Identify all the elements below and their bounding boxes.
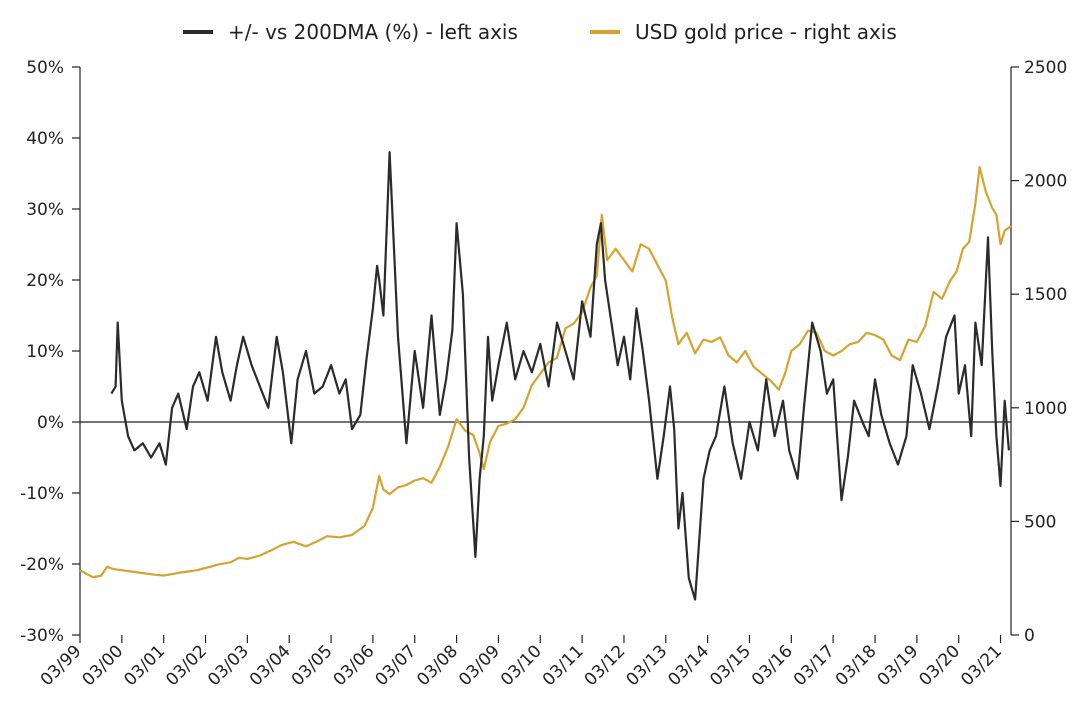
left-tick-label: 10% [26, 342, 64, 362]
x-tick-label: 03/13 [623, 641, 672, 690]
x-tick-label: 03/10 [497, 641, 546, 690]
legend-label-gold: USD gold price - right axis [635, 20, 897, 44]
right-tick-label: 1500 [1024, 285, 1067, 305]
series-line-200dma [110, 151, 1010, 601]
left-tick-label: 20% [26, 271, 64, 291]
x-tick-label: 03/14 [664, 641, 713, 690]
right-axis-ticks: 0 500 1000 1500 2000 2500 [1011, 58, 1067, 646]
legend-label-dma: +/- vs 200DMA (%) - left axis [228, 20, 518, 44]
left-tick-label: 40% [26, 129, 64, 149]
x-tick-label: 03/00 [79, 641, 128, 690]
x-tick-label: 03/02 [162, 641, 211, 690]
x-tick-label: 03/01 [120, 641, 169, 690]
right-tick-label: 0 [1024, 626, 1035, 646]
x-tick-label: 03/21 [957, 641, 1006, 690]
x-tick-label: 03/18 [832, 641, 881, 690]
x-tick-label: 03/16 [748, 641, 797, 690]
left-axis-ticks: -30% -20% -10% 0% 10% 20% 30% 40% 50% [20, 58, 80, 646]
left-tick-label: 0% [37, 413, 64, 433]
x-tick-label: 03/11 [539, 641, 588, 690]
left-tick-label: 50% [26, 58, 64, 78]
left-tick-label: -20% [20, 555, 64, 575]
left-tick-label: 30% [26, 200, 64, 220]
x-tick-label: 03/15 [706, 641, 755, 690]
x-axis-ticks: 03/9903/0003/0103/0203/0303/0403/0503/06… [37, 635, 1006, 690]
x-tick-label: 03/08 [413, 641, 462, 690]
x-tick-label: 03/09 [455, 641, 504, 690]
x-tick-label: 03/04 [246, 641, 295, 690]
x-tick-label: 03/20 [915, 641, 964, 690]
left-tick-label: -10% [20, 484, 64, 504]
x-tick-label: 03/19 [874, 641, 923, 690]
series-line-gold-price [79, 165, 1012, 579]
left-tick-label: -30% [20, 626, 64, 646]
right-tick-label: 500 [1024, 512, 1056, 532]
right-tick-label: 2500 [1024, 58, 1067, 78]
right-tick-label: 1000 [1024, 399, 1067, 419]
right-tick-label: 2000 [1024, 172, 1067, 192]
x-tick-label: 03/17 [790, 641, 839, 690]
x-tick-label: 03/07 [371, 641, 420, 690]
x-tick-label: 03/03 [204, 641, 253, 690]
x-tick-label: 03/05 [288, 641, 337, 690]
x-tick-label: 03/12 [581, 641, 630, 690]
x-tick-label: 03/99 [37, 641, 86, 690]
legend: +/- vs 200DMA (%) - left axis USD gold p… [183, 20, 897, 44]
x-tick-label: 03/06 [330, 641, 379, 690]
